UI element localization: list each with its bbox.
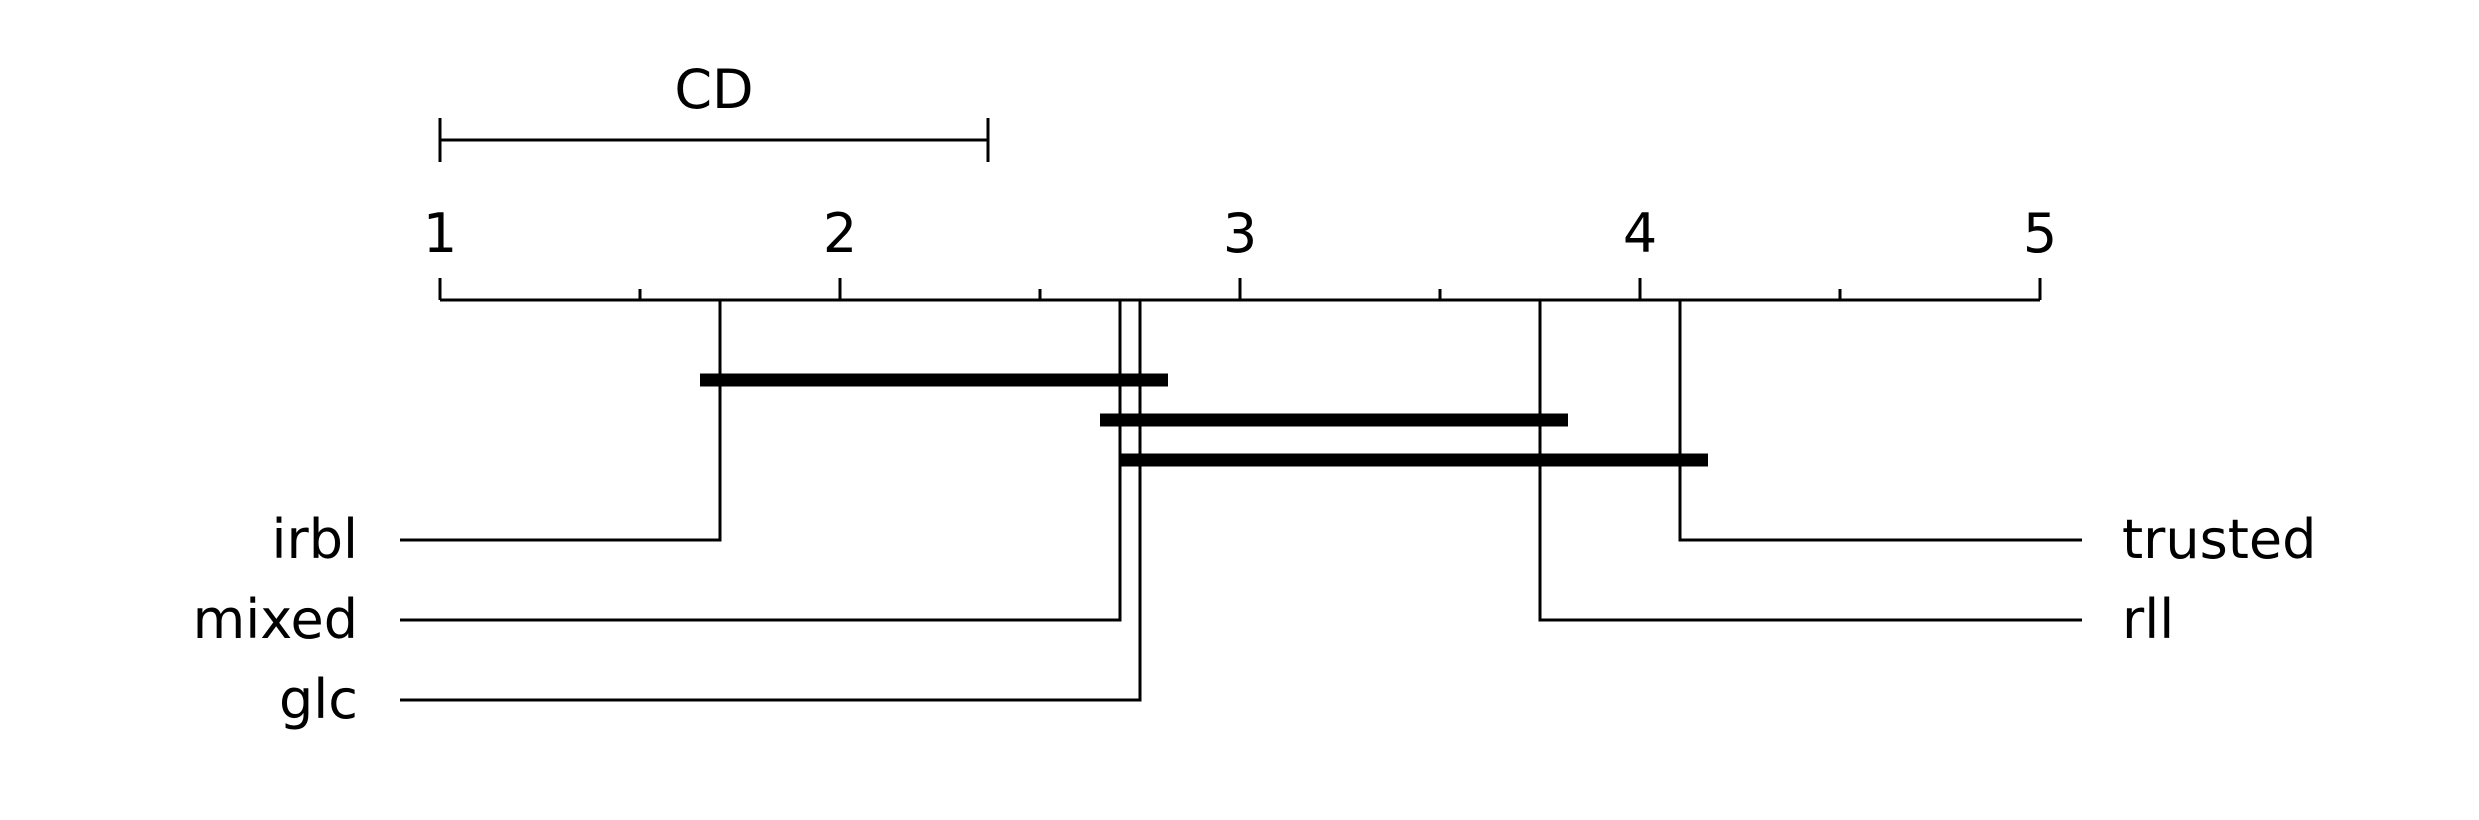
tick-label: 4 <box>1623 202 1657 265</box>
connector-irbl <box>400 300 722 542</box>
connector-trusted <box>1678 300 2082 542</box>
connector-rll <box>1538 300 2082 622</box>
method-label-mixed: mixed <box>193 588 358 651</box>
cd-bar-group: CD <box>438 58 990 162</box>
method-label-rll: rll <box>2122 588 2174 651</box>
method-label-irbl: irbl <box>272 508 358 571</box>
tick-label: 5 <box>2023 202 2057 265</box>
rank-axis: 1 2 3 4 5 <box>423 202 2057 302</box>
tick-label: 1 <box>423 202 457 265</box>
cd-label: CD <box>674 58 753 121</box>
method-label-trusted: trusted <box>2122 508 2316 571</box>
method-label-glc: glc <box>279 668 358 731</box>
connector-glc <box>400 300 1142 702</box>
method-connectors: irbl mixed glc trusted rll <box>193 300 2316 731</box>
tick-label: 2 <box>823 202 857 265</box>
cliques <box>700 373 1708 467</box>
tick-label: 3 <box>1223 202 1257 265</box>
connector-mixed <box>400 300 1122 622</box>
